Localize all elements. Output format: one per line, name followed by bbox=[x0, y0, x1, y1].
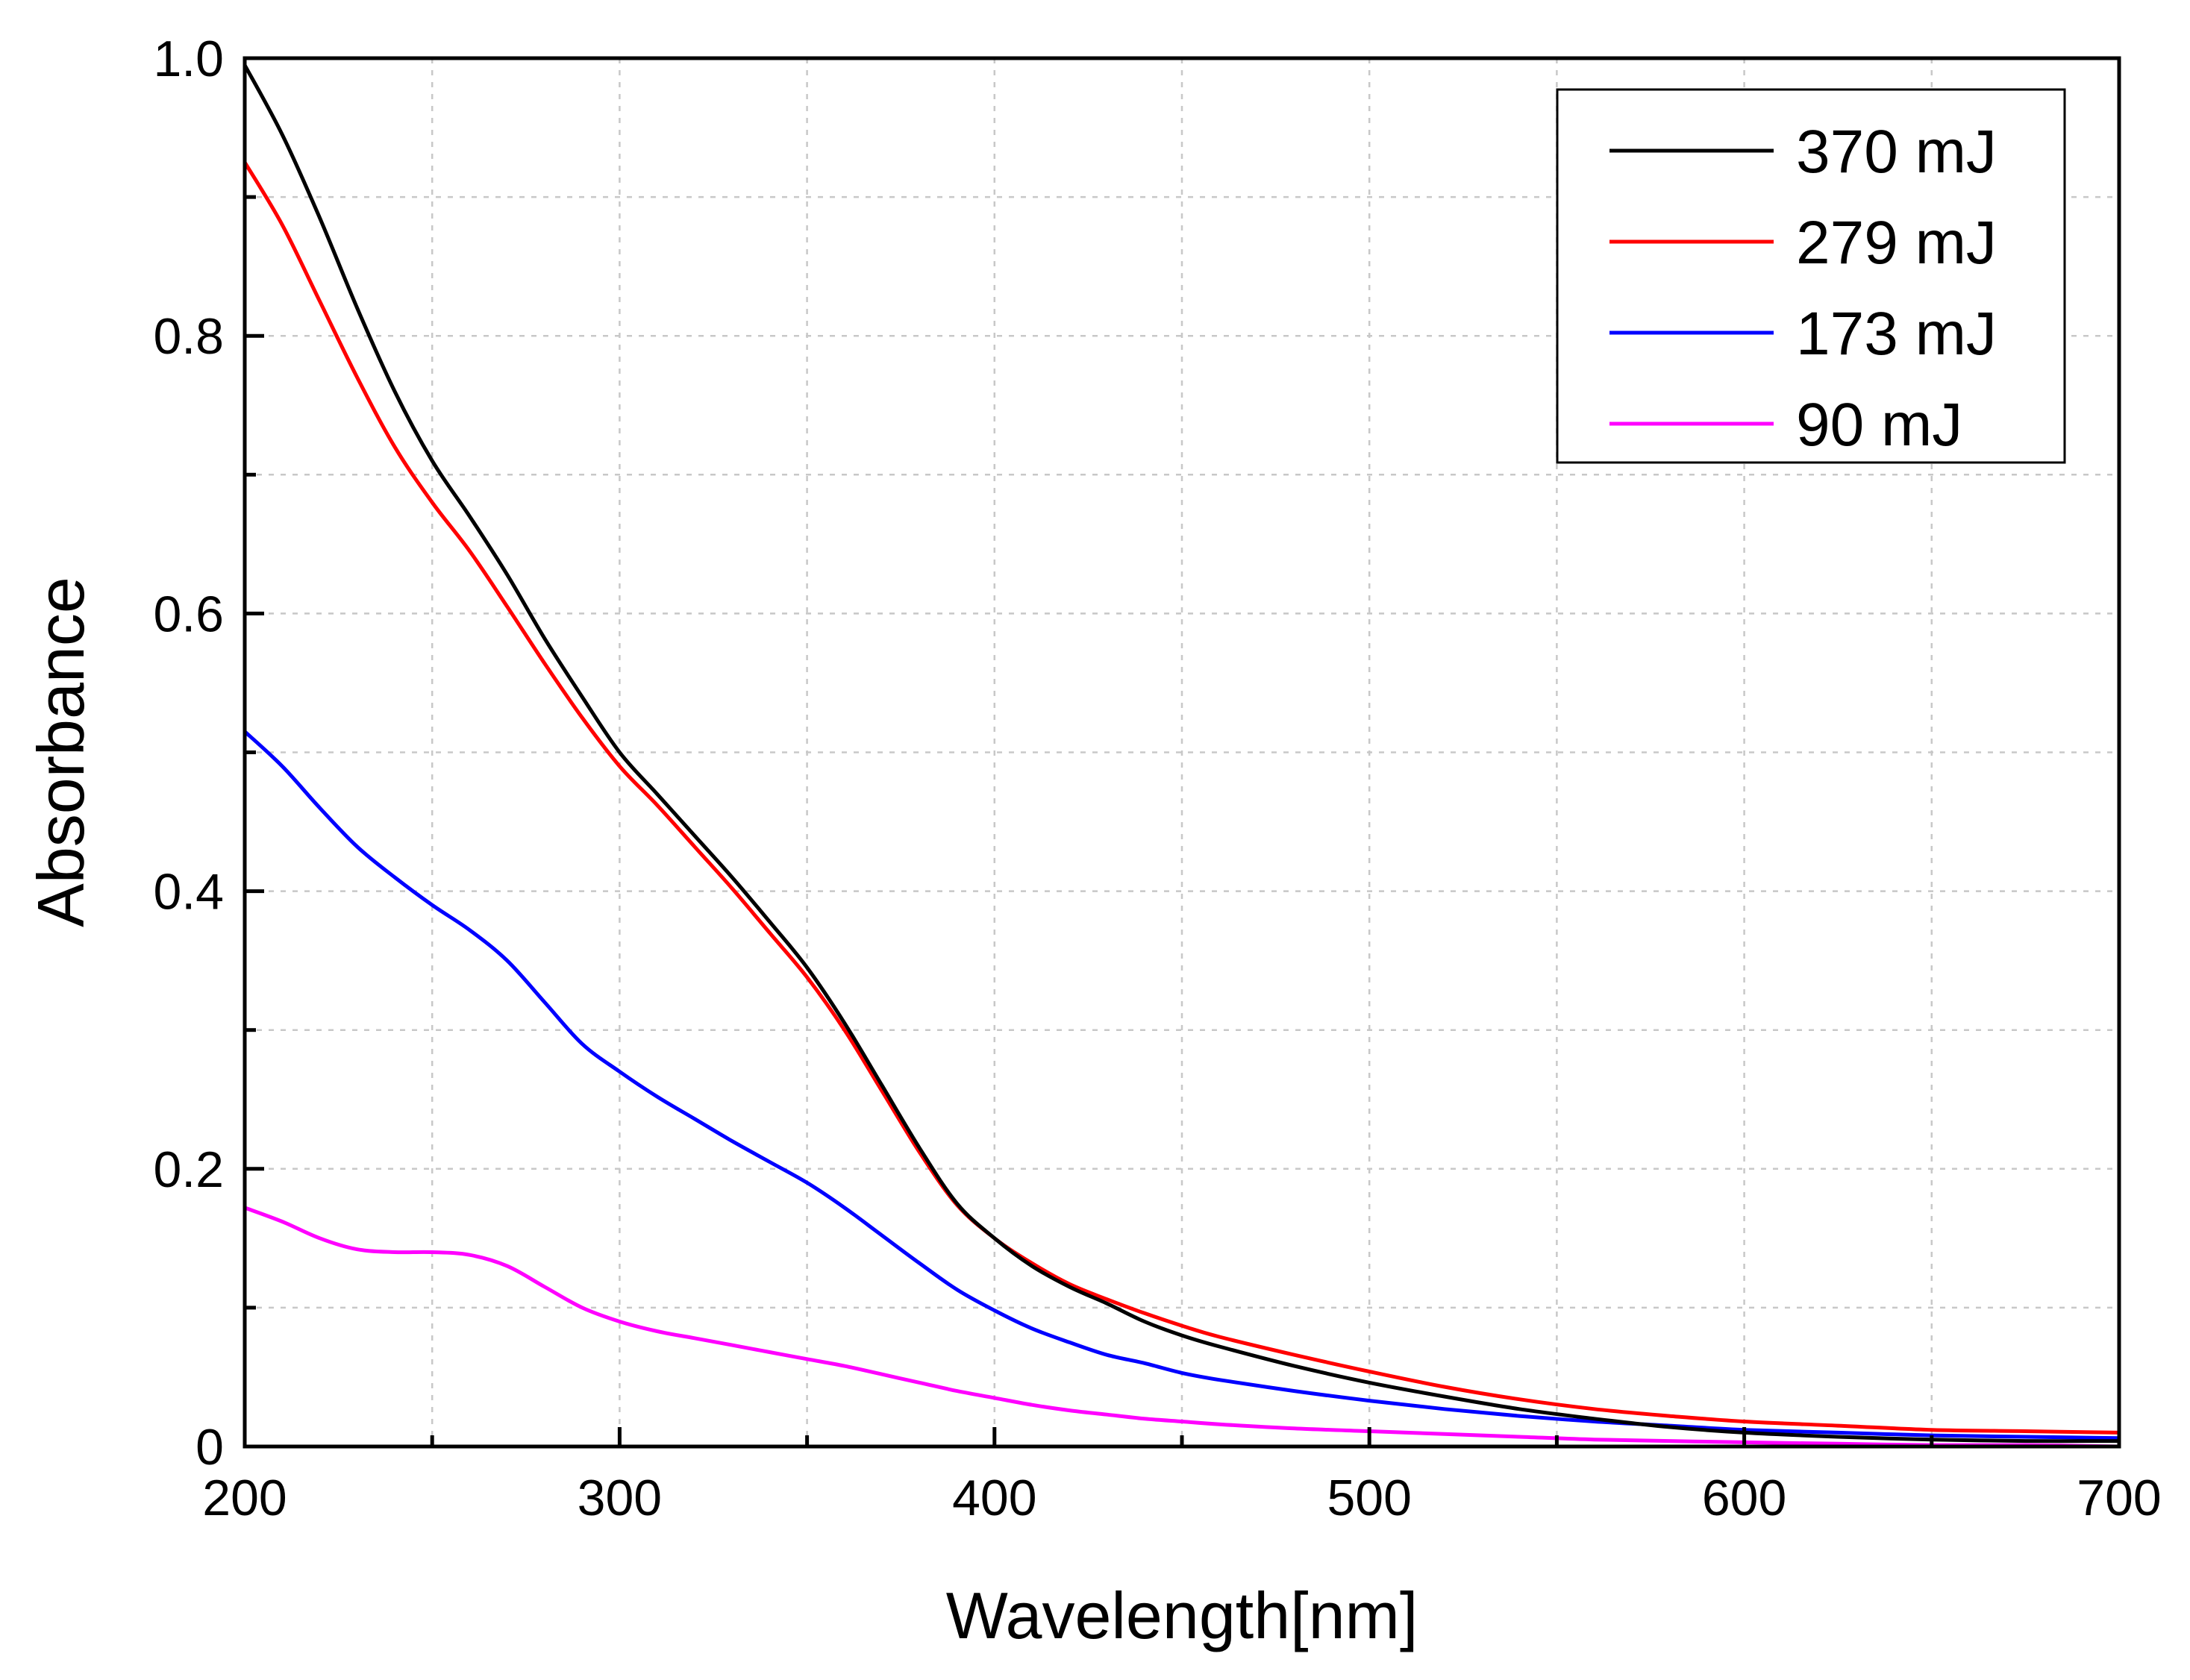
y-axis-tick-labels: 0 0.2 0.4 0.6 0.8 1.0 bbox=[153, 31, 224, 1476]
legend-label-90-mj: 90 mJ bbox=[1796, 391, 1962, 459]
x-tick-label: 400 bbox=[952, 1470, 1036, 1526]
x-axis-tick-labels: 200 300 400 500 600 700 bbox=[202, 1470, 2161, 1526]
x-axis-title: Wavelength[nm] bbox=[946, 1579, 1418, 1652]
legend-label-370-mj: 370 mJ bbox=[1796, 118, 1997, 186]
y-tick-label: 0 bbox=[195, 1419, 224, 1476]
x-tick-label: 200 bbox=[202, 1470, 287, 1526]
axis-ticks bbox=[243, 56, 2121, 1449]
x-tick-label: 500 bbox=[1327, 1470, 1411, 1526]
series-line-90-mj bbox=[243, 1206, 2121, 1449]
x-tick-label: 700 bbox=[2077, 1470, 2161, 1526]
legend-label-279-mj: 279 mJ bbox=[1796, 209, 1997, 277]
y-axis-title: Absorbance bbox=[24, 577, 98, 927]
x-tick-label: 600 bbox=[1702, 1470, 1786, 1526]
series-line-370-mj bbox=[243, 63, 2121, 1444]
y-tick-label: 0.8 bbox=[153, 308, 224, 365]
x-tick-label: 300 bbox=[578, 1470, 662, 1526]
series-lines bbox=[243, 63, 2121, 1449]
y-tick-label: 1.0 bbox=[153, 31, 224, 87]
legend: 370 mJ 279 mJ 173 mJ 90 mJ bbox=[1556, 88, 2066, 464]
y-tick-label: 0.6 bbox=[153, 586, 224, 642]
y-tick-label: 0.2 bbox=[153, 1141, 224, 1198]
legend-label-173-mj: 173 mJ bbox=[1796, 300, 1997, 368]
y-tick-label: 0.4 bbox=[153, 864, 224, 921]
